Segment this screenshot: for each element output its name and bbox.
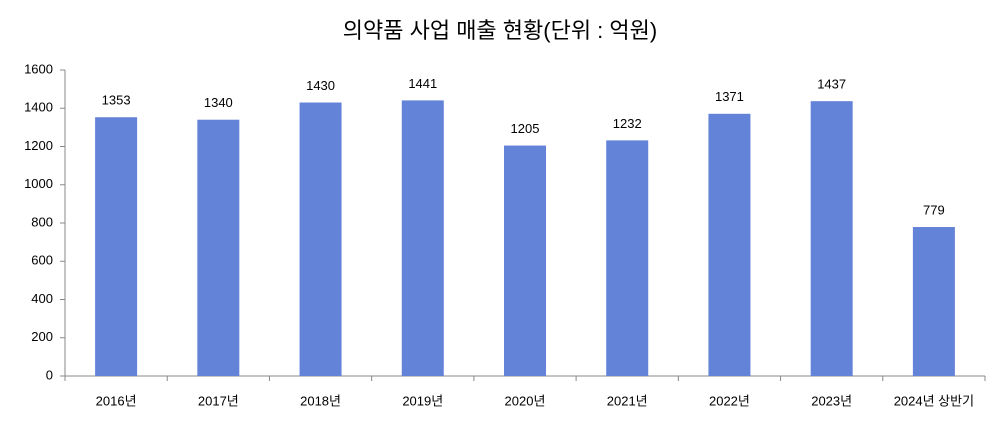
y-tick-label: 800 (31, 214, 53, 229)
bar (504, 145, 546, 376)
x-tick-label: 2016년 (96, 393, 137, 408)
y-tick-label: 0 (46, 367, 53, 382)
data-label: 1430 (306, 78, 335, 93)
data-label: 1371 (715, 89, 744, 104)
y-tick-label: 600 (31, 253, 53, 268)
x-tick-label: 2018년 (300, 393, 341, 408)
x-tick-label: 2021년 (607, 393, 648, 408)
x-tick-label: 2019년 (402, 393, 443, 408)
x-tick-label: 2023년 (811, 393, 852, 408)
x-tick-label: 2020년 (505, 393, 546, 408)
data-label: 1340 (204, 95, 233, 110)
bar (606, 140, 649, 376)
data-label: 1353 (102, 93, 131, 108)
y-tick-label: 1200 (24, 138, 53, 153)
chart-title: 의약품 사업 매출 현황(단위 : 억원) (343, 18, 657, 43)
y-tick-label: 200 (31, 329, 53, 344)
x-tick-label: 2017년 (198, 393, 239, 408)
bar (299, 102, 342, 376)
y-tick-label: 1400 (24, 100, 53, 115)
y-tick-label: 1600 (24, 61, 53, 76)
y-tick-label: 1000 (24, 176, 53, 191)
bar (401, 100, 444, 376)
bar (708, 113, 751, 376)
data-label: 1437 (817, 77, 846, 92)
data-label: 1441 (408, 76, 437, 91)
bar (810, 101, 853, 376)
bar (912, 227, 955, 376)
bar (197, 119, 240, 376)
x-tick-label: 2022년 (709, 393, 750, 408)
data-label: 1205 (511, 121, 540, 136)
x-tick-label: 2024년 상반기 (894, 393, 974, 408)
data-label: 779 (923, 202, 945, 217)
data-label: 1232 (613, 116, 642, 131)
bar (95, 117, 138, 377)
y-tick-label: 400 (31, 291, 53, 306)
